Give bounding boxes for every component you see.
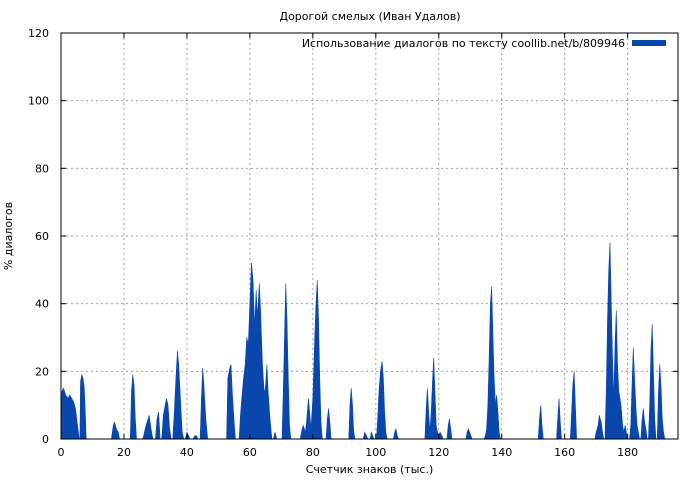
x-axis-label: Счетчик знаков (тыс.) <box>306 463 434 476</box>
x-tick-label: 160 <box>554 446 575 459</box>
y-tick-label: 0 <box>42 433 49 446</box>
y-axis-label: % диалогов <box>2 202 15 270</box>
y-tick-label: 120 <box>28 27 49 40</box>
y-tick-label: 40 <box>35 298 49 311</box>
legend: Использование диалогов по тексту coollib… <box>302 37 666 50</box>
y-tick-label: 20 <box>35 365 49 378</box>
x-tick-label: 140 <box>491 446 512 459</box>
x-tick-label: 80 <box>306 446 320 459</box>
x-tick-label: 40 <box>180 446 194 459</box>
y-tick-label: 80 <box>35 162 49 175</box>
x-tick-label: 0 <box>58 446 65 459</box>
chart-title: Дорогой смелых (Иван Удалов) <box>279 10 460 23</box>
series-area <box>60 242 666 440</box>
x-tick-label: 20 <box>117 446 131 459</box>
y-tick-label: 60 <box>35 230 49 243</box>
x-tick-label: 120 <box>428 446 449 459</box>
dialogue-series-area <box>60 242 666 440</box>
legend-label: Использование диалогов по тексту coollib… <box>302 37 625 50</box>
y-tick-label: 100 <box>28 95 49 108</box>
plot-frame <box>60 32 679 440</box>
x-tick-label: 60 <box>243 446 257 459</box>
x-tick-label: 180 <box>617 446 638 459</box>
axis-ticks: 0 20 40 60 80 100 120 0 20 40 60 80 100 120 140 160 180 <box>28 27 678 459</box>
x-tick-label: 100 <box>365 446 386 459</box>
grid <box>61 33 678 439</box>
legend-swatch <box>632 40 666 46</box>
